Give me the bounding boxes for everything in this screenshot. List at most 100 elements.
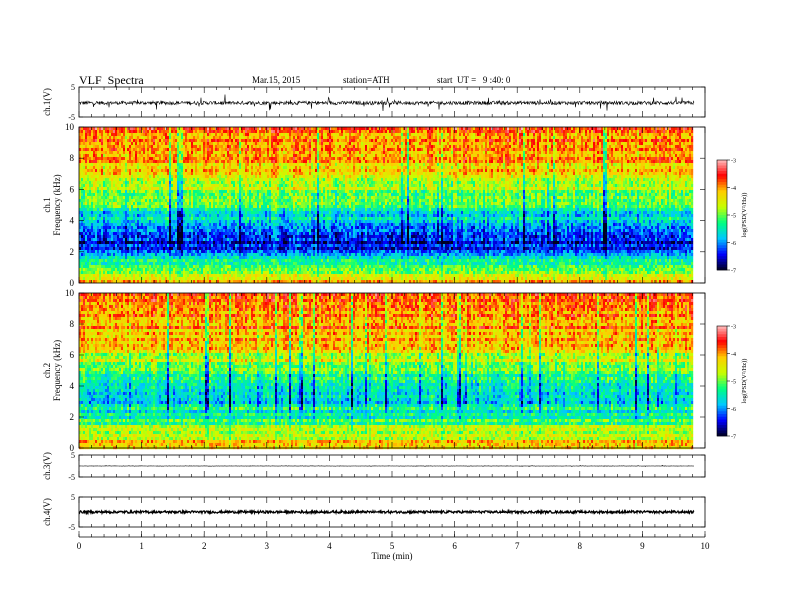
spectrogram-cell <box>111 136 114 140</box>
spectrogram-cell <box>247 157 250 161</box>
spectrogram-cell <box>95 253 98 257</box>
spectrogram-cell <box>245 229 248 233</box>
spectrogram-cell <box>91 250 94 254</box>
spectrogram-cell <box>167 175 170 179</box>
spectrogram-cell <box>97 160 100 164</box>
spectrogram-cell <box>101 214 104 218</box>
spectrogram-cell <box>213 166 216 170</box>
spectrogram-cell <box>121 280 124 284</box>
spectrogram-cell <box>213 259 216 263</box>
spectrogram-cell <box>261 205 264 209</box>
spectrogram-cell <box>105 274 108 278</box>
spectrogram-cell <box>119 175 122 179</box>
spectrogram-cell <box>213 163 216 167</box>
spectrogram-cell <box>143 265 146 269</box>
spectrogram-cell <box>227 151 230 155</box>
spectrogram-cell <box>243 202 246 206</box>
spectrogram-cell <box>137 265 140 269</box>
spectrogram-cell <box>235 148 238 152</box>
spectrogram-cell <box>163 151 166 155</box>
spectrogram-cell <box>115 235 118 239</box>
spectrogram-cell <box>215 244 218 248</box>
spectrogram-cell <box>97 175 100 179</box>
spectrogram-cell <box>103 163 106 167</box>
spectrogram-cell <box>181 154 184 158</box>
spectrogram-cell <box>213 262 216 266</box>
spectrogram-cell <box>251 187 254 191</box>
spectrogram-cell <box>197 166 200 170</box>
spectrogram-cell <box>85 271 88 275</box>
spectrogram-cell <box>227 133 230 137</box>
spectrogram-cell <box>167 133 170 137</box>
spectrogram-cell <box>191 154 194 158</box>
spectrogram-cell <box>203 181 206 185</box>
spectrogram-cell <box>205 142 208 146</box>
spectrogram-cell <box>201 148 204 152</box>
spectrogram-cell <box>197 226 200 230</box>
spectrogram-cell <box>219 172 222 176</box>
spectrogram-cell <box>183 262 186 266</box>
spectrogram-cell <box>241 130 244 134</box>
spectrogram-cell <box>247 208 250 212</box>
spectrogram-cell <box>233 253 236 257</box>
spectrogram-cell <box>251 205 254 209</box>
spectrogram-cell <box>241 199 244 203</box>
spectrogram-cell <box>217 196 220 200</box>
spectrogram-cell <box>211 163 214 167</box>
spectrogram-cell <box>205 241 208 245</box>
spectrogram-cell <box>99 157 102 161</box>
spectrogram-cell <box>85 214 88 218</box>
spectrogram-cell <box>171 211 174 215</box>
spectrogram-cell <box>103 154 106 158</box>
spectrogram-cell <box>219 130 222 134</box>
spectrogram-cell <box>181 250 184 254</box>
spectrogram-cell <box>141 274 144 278</box>
spectrogram-cell <box>243 154 246 158</box>
spectrogram-cell <box>193 163 196 167</box>
spectrogram-cell <box>181 169 184 173</box>
spectrogram-cell <box>201 127 204 131</box>
spectrogram-cell <box>163 160 166 164</box>
spectrogram-cell <box>239 268 242 272</box>
spectrogram-cell <box>235 181 238 185</box>
spectrogram-cell <box>119 253 122 257</box>
spectrogram-cell <box>229 220 232 224</box>
spectrogram-cell <box>217 160 220 164</box>
spectrogram-cell <box>121 169 124 173</box>
spectrogram-cell <box>213 280 216 284</box>
spectrogram-cell <box>81 277 84 281</box>
spectrogram-cell <box>155 259 158 263</box>
spectrogram-cell <box>261 130 264 134</box>
spectrogram-cell <box>145 184 148 188</box>
spectrogram-cell <box>139 280 142 284</box>
spectrogram-cell <box>141 172 144 176</box>
spectrogram-cell <box>101 280 104 284</box>
spectrogram-cell <box>239 169 242 173</box>
spectrogram-cell <box>253 148 256 152</box>
spectrogram-cell <box>171 166 174 170</box>
spectrogram-cell <box>233 136 236 140</box>
spectrogram-cell <box>243 169 246 173</box>
spectrogram-cell <box>181 130 184 134</box>
spectrogram-cell <box>121 202 124 206</box>
spectrogram-cell <box>83 280 86 284</box>
spectrogram-cell <box>89 256 92 260</box>
spectrogram-cell <box>165 229 168 233</box>
spectrogram-cell <box>79 202 82 206</box>
spectrogram-cell <box>201 187 204 191</box>
spectrogram-cell <box>235 247 238 251</box>
spectrogram-cell <box>259 229 262 233</box>
spectrogram-cell <box>257 172 260 176</box>
spectrogram-cell <box>113 133 116 137</box>
spectrogram-cell <box>211 193 214 197</box>
spectrogram-cell <box>261 166 264 170</box>
spectrogram-cell <box>197 247 200 251</box>
spectrogram-cell <box>95 256 98 260</box>
spectrogram-cell <box>109 163 112 167</box>
spectrogram-cell <box>193 145 196 149</box>
spectrogram-cell <box>177 151 180 155</box>
spectrogram-cell <box>175 136 178 140</box>
spectrogram-cell <box>227 196 230 200</box>
spectrogram-cell <box>229 193 232 197</box>
spectrogram-cell <box>151 205 154 209</box>
